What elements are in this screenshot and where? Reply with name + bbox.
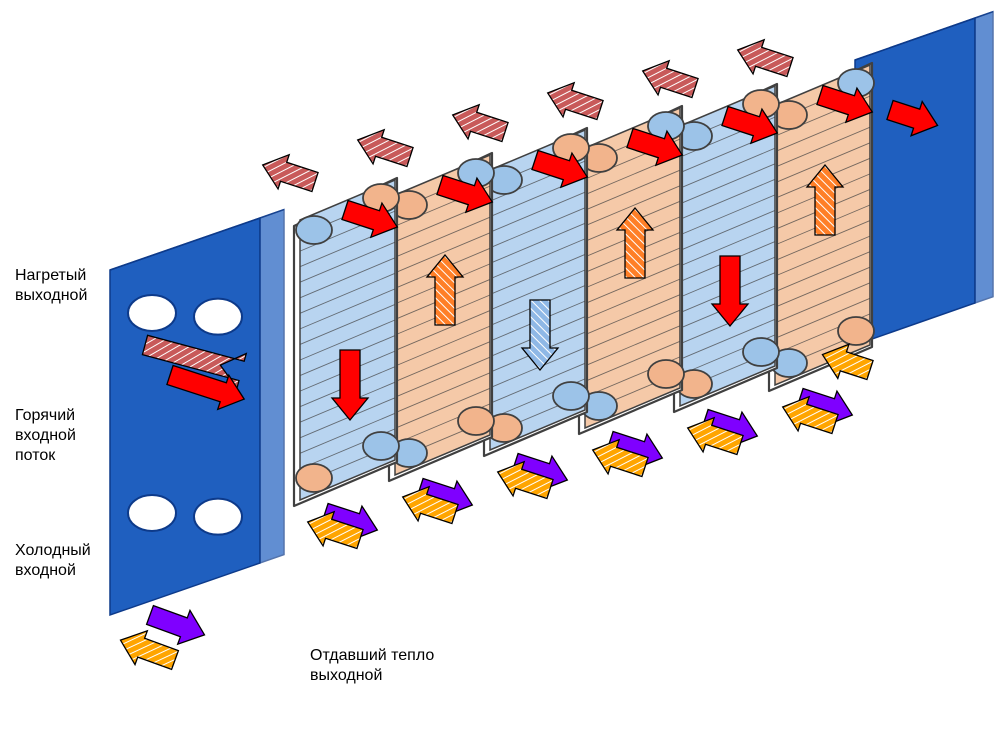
label-cold-in: Холодный входной — [15, 542, 91, 579]
heat-exchanger-diagram: Нагретый выходной Горячий входной поток Холод… — [0, 0, 1000, 750]
label-cooled-out-line2: выходной — [310, 667, 382, 684]
label-cold-in-line1: Холодный — [15, 542, 91, 559]
end-plate — [110, 210, 284, 615]
label-cooled-out: Отдавший тепло выходной — [310, 647, 434, 684]
hot-return-arrow — [732, 33, 795, 84]
label-hot-in-line1: Горячий — [15, 407, 75, 424]
hot-return-arrow — [637, 54, 700, 105]
hot-return-arrow — [352, 123, 415, 174]
label-hot-in: Горячий входной поток — [15, 407, 76, 464]
hot-return-arrow — [447, 98, 510, 149]
label-hot-in-line3: поток — [15, 447, 56, 464]
label-heated-out-line1: Нагретый — [15, 267, 86, 284]
label-heated-out: Нагретый выходной — [15, 267, 87, 304]
hot-return-arrow — [257, 148, 320, 199]
label-cooled-out-line1: Отдавший тепло — [310, 647, 434, 664]
label-cold-in-line2: входной — [15, 562, 76, 579]
hot-return-arrow — [542, 76, 605, 127]
label-heated-out-line2: выходной — [15, 287, 87, 304]
end-plate — [855, 12, 993, 345]
label-hot-in-line2: входной — [15, 427, 76, 444]
